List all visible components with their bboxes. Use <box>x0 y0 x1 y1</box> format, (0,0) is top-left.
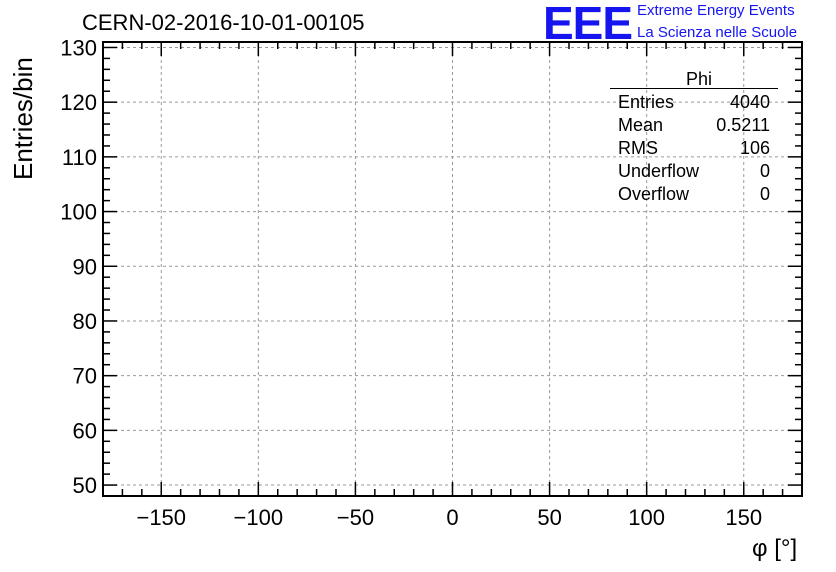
stats-key: Underflow <box>618 161 700 181</box>
stats-box: Phi Entries 4040 Mean 0.5211 RMS 106 Und… <box>610 68 778 206</box>
stats-key: Overflow <box>618 184 690 204</box>
x-tick-label: −100 <box>234 505 284 530</box>
y-axis-label: Entries/bin <box>8 57 38 180</box>
y-tick-label: 130 <box>60 35 97 60</box>
stats-value: 4040 <box>729 92 770 112</box>
x-tick-label: 50 <box>537 505 561 530</box>
stats-row-overflow: Overflow 0 <box>610 183 778 206</box>
stats-key: RMS <box>618 138 658 158</box>
y-tick-label: 70 <box>73 364 97 389</box>
y-tick-label: 120 <box>60 90 97 115</box>
y-tick-label: 100 <box>60 200 97 225</box>
logo-line-1: Extreme Energy Events <box>637 2 795 19</box>
stats-key: Mean <box>618 115 664 135</box>
y-tick-label: 80 <box>73 309 97 334</box>
stats-value: 0.5211 <box>716 115 770 135</box>
stats-value: 106 <box>739 138 770 158</box>
stats-row-rms: RMS 106 <box>610 137 778 160</box>
x-axis-label: φ [°] <box>752 535 798 562</box>
logo-line-2: La Scienza nelle Scuole <box>637 24 798 41</box>
stats-row-entries: Entries 4040 <box>610 91 778 114</box>
y-tick-label: 60 <box>73 418 97 443</box>
eee-logo: EEE <box>543 0 633 49</box>
y-tick-label: 110 <box>62 145 97 170</box>
x-tick-label: 150 <box>725 505 762 530</box>
chart-title: CERN-02-2016-10-01-00105 <box>82 10 365 35</box>
stats-row-mean: Mean 0.5211 <box>610 114 778 137</box>
x-tick-label: −150 <box>136 505 186 530</box>
stats-value: 0 <box>759 161 770 181</box>
stats-key: Entries <box>618 92 675 112</box>
y-tick-label: 90 <box>73 254 97 279</box>
stats-value: 0 <box>759 184 770 204</box>
stats-title: Phi <box>610 68 778 89</box>
axis-tick-labels: −150 −100 −50 0 50 100 150 50 60 70 80 90 100 110 120 1… <box>60 35 762 530</box>
axis-ticks <box>103 42 802 496</box>
x-tick-label: −50 <box>337 505 374 530</box>
stats-row-underflow: Underflow 0 <box>610 160 778 183</box>
y-tick-label: 50 <box>73 473 97 498</box>
x-tick-label: 0 <box>446 505 458 530</box>
x-tick-label: 100 <box>628 505 665 530</box>
